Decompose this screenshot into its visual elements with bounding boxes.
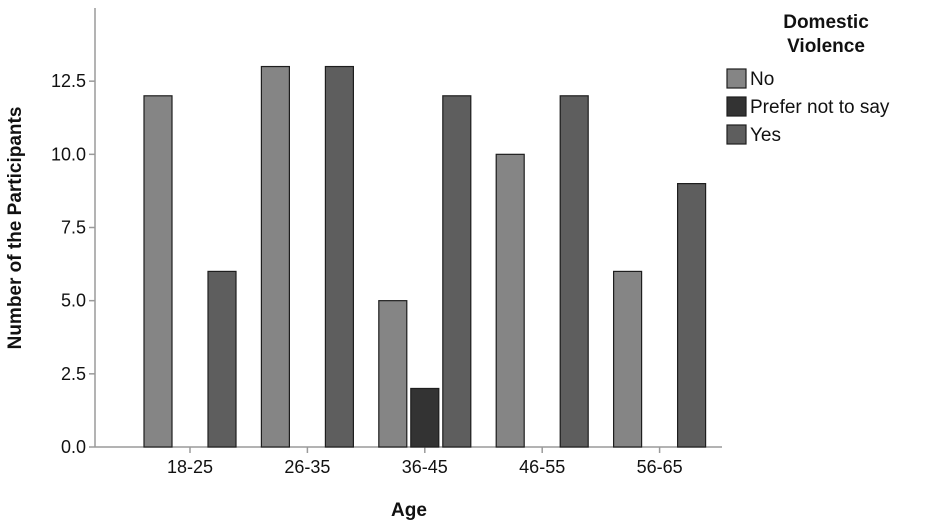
x-tick-label: 46-55	[519, 457, 565, 477]
bar-yes-18-25	[207, 270, 237, 448]
legend-title-line-1: Domestic	[783, 12, 869, 33]
x-tick-label: 56-65	[637, 457, 683, 477]
y-tick-label: 5.0	[61, 291, 86, 311]
bar-yes-26-35	[324, 65, 354, 448]
y-tick-label: 12.5	[51, 71, 86, 91]
legend: Domestic Violence No Prefer not to say Yes	[726, 12, 890, 146]
y-axis-title: Number of the Participants	[5, 107, 26, 350]
bar-no-26-35	[260, 65, 290, 448]
y-tick-label: 7.5	[61, 218, 86, 238]
x-axis-title: Age	[391, 500, 427, 521]
x-ticks: 18-25 26-35 36-45 46-55 56-65	[167, 447, 683, 477]
bar-no-36-45	[378, 300, 408, 448]
x-tick-label: 18-25	[167, 457, 213, 477]
y-tick-label: 10.0	[51, 144, 86, 164]
x-tick-label: 36-45	[402, 457, 448, 477]
legend-swatch-yes	[726, 124, 747, 145]
legend-swatch-prefer-not-to-say	[726, 96, 747, 117]
bar-prefer-not-to-say-36-45	[410, 387, 440, 448]
legend-items: No Prefer not to say Yes	[726, 68, 890, 146]
y-tick-label: 2.5	[61, 364, 86, 384]
x-tick-label: 26-35	[284, 457, 330, 477]
y-ticks: 0.0 2.5 5.0 7.5 10.0 12.5	[51, 71, 95, 457]
bar-yes-56-65	[676, 183, 707, 448]
bar-no-18-25	[143, 95, 173, 448]
bar-yes-36-45	[442, 95, 472, 448]
bar-no-46-55	[495, 153, 525, 448]
legend-label: Yes	[750, 125, 781, 146]
legend-label: Prefer not to say	[750, 97, 890, 118]
legend-swatch-no	[726, 68, 747, 89]
y-tick-label: 0.0	[61, 437, 86, 457]
bars	[143, 65, 707, 448]
bar-no-56-65	[612, 270, 643, 448]
bar-yes-46-55	[559, 95, 589, 448]
legend-title-line-2: Violence	[787, 36, 865, 57]
legend-label: No	[750, 69, 774, 90]
